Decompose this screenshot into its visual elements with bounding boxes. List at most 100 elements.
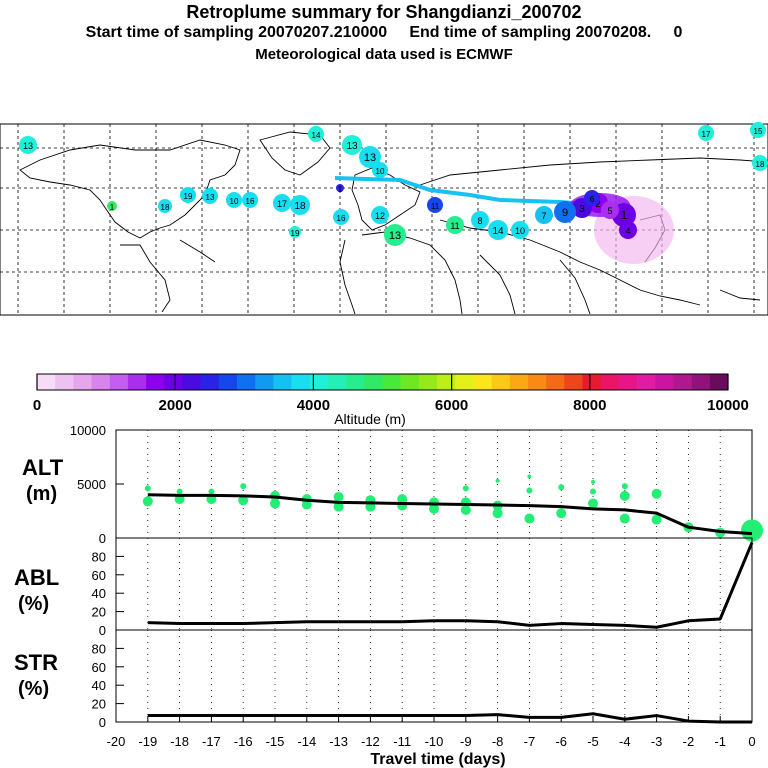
colorbar-swatch-11 [237,374,256,390]
y-tick-label: 80 [92,549,106,564]
alt-scatter-point [176,488,183,495]
plume-cluster-markers: 1234569710148111113121618171610131918131… [19,122,768,246]
colorbar-swatch-5 [127,374,147,390]
alt-scatter-point [558,484,565,491]
colorbar-swatch-15 [309,374,329,390]
x-tick-label: -19 [138,734,157,749]
colorbar-swatch-26 [509,374,529,390]
alt-scatter-point [460,504,471,515]
map-gridlines [0,124,768,315]
plume-marker-4 [601,201,619,219]
plume-marker-label: 6 [590,195,595,204]
time-series-panels: 0 5000 10000 ALT (m) 0 20 40 60 80 ABL (%) 0 20 40 60 80… [14,423,763,768]
chart-title: Retroplume summary for Shangdianzi_20070… [186,2,582,22]
plume-marker-33 [107,201,117,211]
plume-marker-28 [698,125,714,141]
x-tick-label: -15 [266,734,285,749]
x-tick-label: -9 [460,734,472,749]
plume-marker-label: 18 [756,160,765,169]
series-line-str [147,712,752,724]
plume-marker-10 [471,211,489,229]
plume-marker-label: 7 [541,211,546,221]
colorbar-tick-label: 6000 [435,397,468,414]
colorbar-swatch-8 [182,374,201,390]
y-tick-label: 40 [92,586,106,601]
plume-marker-16 [290,195,310,215]
plume-marker-label: 11 [431,202,440,211]
colorbar-swatch-36 [691,374,711,390]
plume-marker-30 [752,155,768,171]
plume-marker-label: 19 [291,229,300,238]
plume-marker-label: 2 [595,199,601,210]
y-tick-label: 60 [92,660,106,675]
plume-marker-17 [273,194,291,212]
panel-ylabel-unit: (%) [18,593,49,615]
colorbar-swatch-18 [364,374,383,390]
colorbar-swatch-16 [327,374,347,390]
plume-marker-5 [584,190,600,206]
alt-scatter-point [588,498,598,509]
trajectory-line [334,176,601,207]
y-tick-label: 0 [99,715,106,730]
plume-marker-23 [359,146,381,168]
plume-marker-label: 14 [312,131,321,140]
colorbar-swatch-17 [346,374,365,390]
alt-scatter-point [492,508,503,519]
plume-marker-label: 19 [184,192,193,201]
colorbar-swatch-21 [418,374,438,390]
colorbar-swatch-12 [255,374,274,390]
plume-marker-label: 15 [754,127,763,136]
alt-scatter-point [462,485,469,492]
x-tick-label: -3 [651,734,663,749]
x-tick-label: -17 [202,734,221,749]
plume-marker-11 [446,216,464,234]
plume-marker-24 [342,135,362,155]
plume-marker-32 [336,184,344,192]
plume-marker-label: 13 [346,141,358,152]
plume-marker-label: 13 [206,193,215,202]
x-tick-label: -8 [492,734,504,749]
plume-marker-label: 10 [376,167,385,176]
panel-ylabel-unit: (m) [26,483,57,505]
panel-ylabel: ABL [14,565,59,590]
y-tick-label: 40 [92,678,106,693]
plume-marker-label: 16 [246,197,255,206]
colorbar-swatch-33 [637,374,656,390]
alt-scatter-point [556,508,567,519]
colorbar-axis-label: Altitude (m) [334,411,406,427]
alt-scatter-point [651,488,662,499]
plume-marker-15 [333,209,349,225]
colorbar-swatch-10 [218,374,238,390]
panel-ylabel-unit: (%) [18,678,49,700]
plume-marker-label: 4 [625,226,630,236]
colorbar-swatch-25 [491,374,511,390]
sampling-time-line: Start time of sampling 20070207.210000 E… [85,24,683,41]
y-tick-label: 0 [99,531,106,546]
x-tick-label: -5 [587,734,599,749]
plume-marker-6 [554,201,576,223]
colorbar-swatch-0 [37,374,56,390]
colorbar-swatch-29 [564,374,583,390]
x-tick-label: -4 [619,734,631,749]
plume-marker-label: 11 [450,221,459,231]
colorbar-swatch-19 [382,374,401,390]
panel-ylabel: STR [14,650,58,675]
plume-marker-label: 13 [389,230,401,242]
plume-marker-18 [242,192,258,208]
plume-marker-21 [180,187,196,203]
alt-scatter-point [527,474,532,479]
colorbar-swatch-34 [655,374,674,390]
plume-marker-label: 17 [702,130,711,139]
plume-marker-label: 17 [277,199,287,209]
series-line-abl [147,542,754,629]
plume-marker-7 [535,206,553,224]
plume-marker-label: 13 [364,152,376,164]
colorbar-tick-label: 4000 [297,397,330,414]
y-tick-label: 60 [92,568,106,583]
x-tick-label: -12 [361,734,380,749]
colorbar-swatch-30 [582,374,602,390]
plume-marker-26 [308,126,324,142]
x-tick-label: -7 [524,734,536,749]
